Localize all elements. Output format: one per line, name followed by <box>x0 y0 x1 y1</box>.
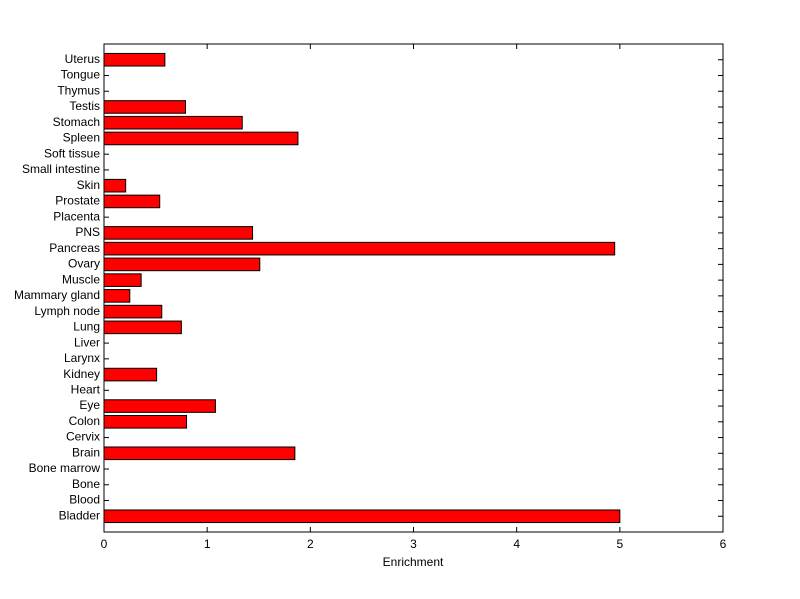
y-tick-label: PNS <box>75 225 100 239</box>
y-tick-label: Bone marrow <box>29 461 101 475</box>
x-axis-label: Enrichment <box>383 555 444 569</box>
bar <box>103 131 299 146</box>
bar <box>103 415 188 429</box>
bar <box>103 289 131 303</box>
y-tick-label: Eye <box>79 398 100 412</box>
y-tick-label: Ovary <box>68 257 100 271</box>
y-tick-label: Tongue <box>61 68 101 82</box>
y-tick-label: Lung <box>73 320 100 334</box>
y-tick-label: Mammary gland <box>14 288 100 302</box>
x-tick-label: 2 <box>307 537 314 551</box>
bar <box>103 399 216 413</box>
y-tick-label: Blood <box>69 493 100 507</box>
y-tick-label: Spleen <box>63 131 100 145</box>
y-tick-label: Pancreas <box>49 241 100 255</box>
x-tick-label: 1 <box>204 537 211 551</box>
x-tick-label: 5 <box>616 537 623 551</box>
y-tick-label: Cervix <box>66 430 100 444</box>
y-tick-label: Colon <box>69 414 100 428</box>
y-tick-label: Stomach <box>53 115 100 129</box>
y-tick-label: Kidney <box>63 367 100 381</box>
bar <box>103 257 261 272</box>
x-tick-label: 6 <box>720 537 727 551</box>
y-tick-label: Small intestine <box>22 162 100 176</box>
y-tick-label: Bladder <box>59 508 100 522</box>
y-tick-label: Larynx <box>64 351 100 365</box>
y-tick-label: Thymus <box>57 83 100 97</box>
bar <box>103 304 163 319</box>
bar <box>103 100 187 114</box>
bar <box>103 273 142 287</box>
y-tick-label: Uterus <box>65 52 100 66</box>
bar <box>103 52 166 67</box>
bar <box>103 367 158 382</box>
y-tick-label: Skin <box>77 178 100 192</box>
y-tick-label: Lymph node <box>34 304 100 318</box>
y-tick-label: Placenta <box>53 209 100 223</box>
x-tick-label: 0 <box>101 537 108 551</box>
y-tick-label: Testis <box>69 99 100 113</box>
y-tick-label: Bone <box>72 477 100 491</box>
y-tick-label: Heart <box>71 382 101 396</box>
bar <box>103 115 243 130</box>
y-tick-label: Liver <box>74 335 100 349</box>
y-tick-label: Brain <box>72 445 100 459</box>
bar <box>103 320 182 335</box>
y-tick-label: Prostate <box>55 194 100 208</box>
bar <box>103 178 127 193</box>
x-tick-label: 4 <box>513 537 520 551</box>
y-tick-label: Muscle <box>62 272 100 286</box>
bar <box>103 509 621 524</box>
x-tick-label: 3 <box>410 537 417 551</box>
bar <box>103 194 161 209</box>
bar <box>103 446 296 461</box>
y-tick-label: Soft tissue <box>44 146 100 160</box>
bar <box>103 241 616 256</box>
bar <box>103 226 254 240</box>
